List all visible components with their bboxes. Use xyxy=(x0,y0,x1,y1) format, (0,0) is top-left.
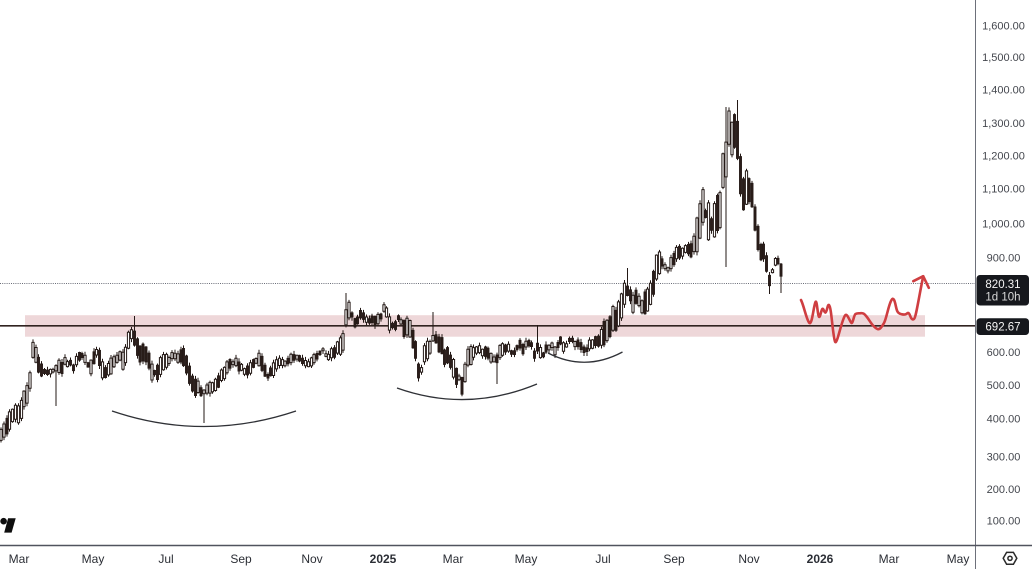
svg-text:200.00: 200.00 xyxy=(987,484,1021,496)
svg-text:Sep: Sep xyxy=(663,552,685,566)
svg-text:Mar: Mar xyxy=(9,552,30,566)
svg-text:Jul: Jul xyxy=(158,552,173,566)
svg-text:Nov: Nov xyxy=(301,552,322,566)
svg-text:100.00: 100.00 xyxy=(987,516,1021,528)
svg-text:820.31: 820.31 xyxy=(985,279,1020,291)
svg-text:Jul: Jul xyxy=(595,552,610,566)
svg-text:2026: 2026 xyxy=(807,552,834,566)
svg-text:1d 10h: 1d 10h xyxy=(985,292,1020,304)
svg-text:400.00: 400.00 xyxy=(987,414,1021,426)
svg-text:May: May xyxy=(515,552,538,566)
svg-text:1,600.00: 1,600.00 xyxy=(982,21,1025,33)
svg-text:Sep: Sep xyxy=(230,552,252,566)
svg-text:692.67: 692.67 xyxy=(985,322,1020,334)
svg-text:1,100.00: 1,100.00 xyxy=(982,184,1025,196)
svg-text:May: May xyxy=(82,552,105,566)
svg-text:Mar: Mar xyxy=(879,552,900,566)
svg-text:Nov: Nov xyxy=(738,552,759,566)
svg-text:1,400.00: 1,400.00 xyxy=(982,85,1025,97)
svg-text:500.00: 500.00 xyxy=(987,380,1021,392)
svg-text:May: May xyxy=(947,552,970,566)
svg-text:1,300.00: 1,300.00 xyxy=(982,118,1025,130)
svg-text:300.00: 300.00 xyxy=(987,452,1021,464)
svg-text:1,000.00: 1,000.00 xyxy=(982,219,1025,231)
svg-text:1,500.00: 1,500.00 xyxy=(982,52,1025,64)
svg-text:2025: 2025 xyxy=(370,552,397,566)
svg-text:900.00: 900.00 xyxy=(987,253,1021,265)
svg-text:600.00: 600.00 xyxy=(987,347,1021,359)
svg-text:1,200.00: 1,200.00 xyxy=(982,151,1025,163)
svg-text:Mar: Mar xyxy=(443,552,464,566)
